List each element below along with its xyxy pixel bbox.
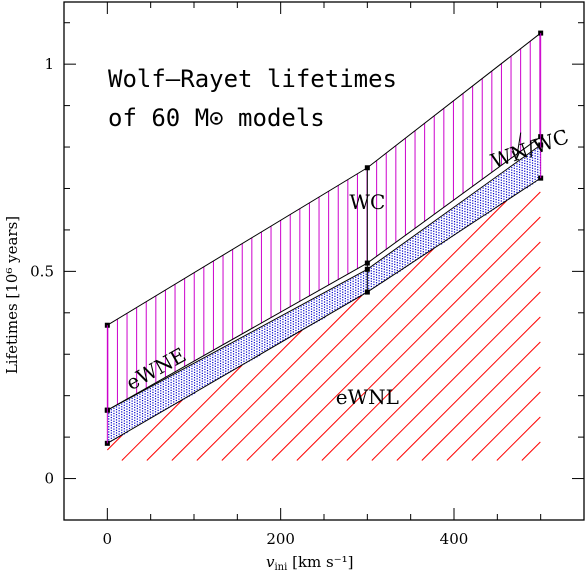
chart-title-line-2: of 60 M⊙ models bbox=[108, 104, 325, 132]
hatch-line bbox=[471, 391, 541, 461]
hatch-line bbox=[421, 341, 541, 461]
hatch-line bbox=[171, 329, 303, 461]
y-tick-label: 0 bbox=[44, 470, 54, 488]
y-tick-label: 1 bbox=[44, 55, 54, 73]
hatch-line bbox=[246, 200, 508, 461]
hatch-line bbox=[121, 399, 184, 461]
chart-regions bbox=[106, 33, 541, 461]
hatch-line bbox=[446, 366, 541, 461]
x-tick-label: 0 bbox=[103, 530, 113, 548]
x-tick-label: 400 bbox=[440, 530, 469, 548]
region-ewnl bbox=[106, 191, 541, 461]
hatch-line bbox=[106, 434, 124, 451]
chart-boundaries bbox=[104, 30, 544, 446]
hatch-line bbox=[271, 191, 541, 461]
x-tick-label: 200 bbox=[266, 530, 295, 548]
chart-title-line-1: Wolf–Rayet lifetimes bbox=[108, 65, 397, 93]
hatch-line bbox=[221, 248, 435, 461]
region-label-ewnl: eWNL bbox=[336, 385, 399, 409]
hatch-line bbox=[496, 416, 541, 461]
hatch-line bbox=[146, 364, 243, 461]
y-axis-title: Lifetimes [10⁶ years] bbox=[3, 216, 21, 374]
y-tick-label: 0.5 bbox=[30, 262, 54, 280]
x-axis-subscript: ini bbox=[274, 562, 287, 573]
x-axis-title: vini [km s⁻¹] bbox=[266, 553, 354, 573]
hatch-line bbox=[196, 294, 363, 461]
hatch-line bbox=[521, 441, 541, 461]
hatch-line bbox=[296, 216, 541, 461]
hatch-line bbox=[346, 266, 541, 461]
x-axis-symbol: v bbox=[266, 553, 275, 571]
hatch-line bbox=[321, 241, 541, 461]
region-wc bbox=[107, 33, 541, 410]
hatch-line bbox=[371, 291, 541, 461]
region-label-wc: WC bbox=[349, 190, 385, 214]
region-label-wn-wc: WN/WC bbox=[488, 124, 572, 173]
x-axis-unit: [km s⁻¹] bbox=[287, 553, 353, 571]
wnwc-arrow-head bbox=[511, 150, 521, 161]
wnwc-arrow bbox=[515, 132, 522, 160]
boundary-line bbox=[107, 177, 541, 444]
hatch-line bbox=[396, 316, 541, 461]
axis-ticks: 0 200 400 0 0.5 1 bbox=[30, 2, 585, 548]
